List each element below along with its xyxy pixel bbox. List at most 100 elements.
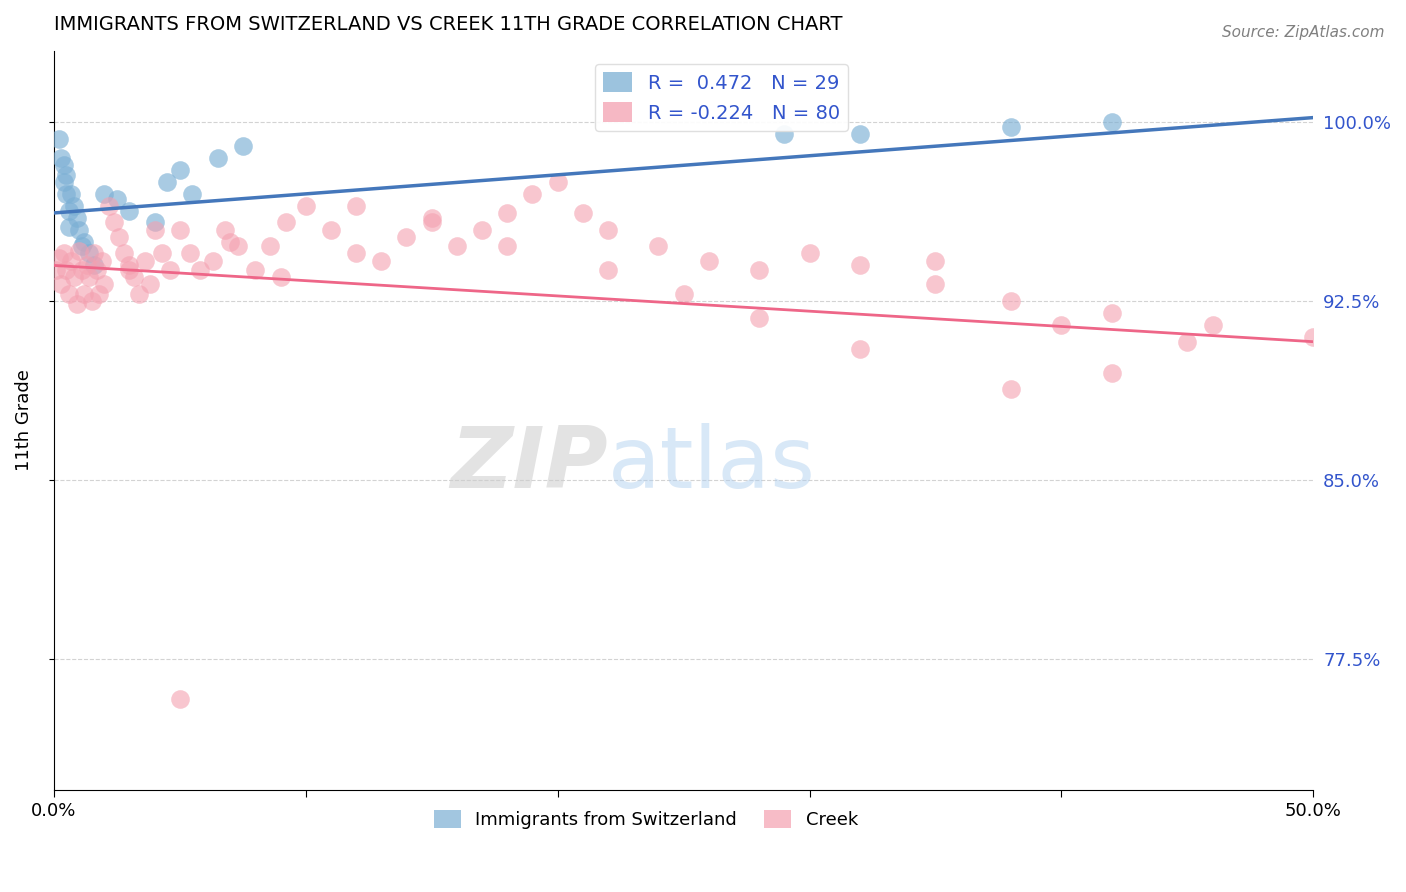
Point	[93, 277, 115, 292]
Point	[76, 259, 98, 273]
Point	[51, 277, 73, 292]
Text: atlas: atlas	[607, 423, 815, 507]
Point	[207, 151, 229, 165]
Point	[70, 239, 93, 253]
Point	[596, 263, 619, 277]
Point	[294, 199, 316, 213]
Point	[48, 132, 70, 146]
Point	[849, 128, 872, 142]
Point	[128, 287, 150, 301]
Point	[1302, 330, 1324, 344]
Point	[672, 287, 695, 301]
Point	[1201, 318, 1223, 332]
Point	[103, 215, 125, 229]
Point	[179, 246, 201, 260]
Point	[245, 263, 267, 277]
Point	[214, 222, 236, 236]
Point	[143, 215, 166, 229]
Point	[67, 222, 90, 236]
Point	[108, 229, 131, 244]
Point	[226, 239, 249, 253]
Point	[319, 222, 342, 236]
Text: ZIP: ZIP	[450, 423, 607, 507]
Point	[773, 128, 796, 142]
Point	[274, 215, 297, 229]
Point	[52, 246, 75, 260]
Point	[63, 199, 86, 213]
Point	[849, 259, 872, 273]
Point	[83, 259, 105, 273]
Point	[52, 158, 75, 172]
Point	[1175, 334, 1198, 349]
Point	[93, 186, 115, 201]
Point	[45, 263, 67, 277]
Point	[1000, 383, 1022, 397]
Point	[344, 199, 367, 213]
Point	[181, 186, 204, 201]
Point	[55, 186, 77, 201]
Point	[1101, 366, 1123, 380]
Point	[496, 206, 519, 220]
Point	[67, 244, 90, 259]
Point	[471, 222, 494, 236]
Point	[647, 239, 669, 253]
Point	[118, 203, 141, 218]
Point	[572, 206, 595, 220]
Point	[83, 246, 105, 260]
Point	[1050, 318, 1073, 332]
Point	[98, 199, 121, 213]
Point	[77, 246, 100, 260]
Point	[86, 263, 108, 277]
Point	[924, 277, 946, 292]
Point	[60, 186, 83, 201]
Point	[344, 246, 367, 260]
Point	[596, 222, 619, 236]
Point	[395, 229, 418, 244]
Point	[143, 222, 166, 236]
Point	[201, 253, 224, 268]
Point	[58, 203, 80, 218]
Text: Source: ZipAtlas.com: Source: ZipAtlas.com	[1222, 25, 1385, 40]
Point	[65, 211, 87, 225]
Point	[169, 692, 191, 706]
Point	[55, 263, 77, 277]
Point	[169, 163, 191, 178]
Point	[124, 270, 146, 285]
Point	[799, 246, 821, 260]
Point	[58, 220, 80, 235]
Point	[51, 151, 73, 165]
Point	[188, 263, 211, 277]
Text: IMMIGRANTS FROM SWITZERLAND VS CREEK 11TH GRADE CORRELATION CHART: IMMIGRANTS FROM SWITZERLAND VS CREEK 11T…	[53, 15, 842, 34]
Point	[134, 253, 156, 268]
Point	[1101, 306, 1123, 320]
Point	[748, 263, 770, 277]
Point	[58, 287, 80, 301]
Point	[496, 239, 519, 253]
Point	[105, 192, 128, 206]
Point	[118, 263, 141, 277]
Point	[522, 186, 544, 201]
Point	[112, 246, 135, 260]
Point	[547, 175, 569, 189]
Point	[1000, 294, 1022, 309]
Point	[420, 211, 443, 225]
Point	[169, 222, 191, 236]
Legend: Immigrants from Switzerland, Creek: Immigrants from Switzerland, Creek	[426, 803, 865, 837]
Point	[65, 296, 87, 310]
Point	[232, 139, 254, 153]
Point	[63, 270, 86, 285]
Point	[924, 253, 946, 268]
Point	[156, 175, 179, 189]
Point	[259, 239, 281, 253]
Point	[849, 342, 872, 356]
Point	[697, 253, 720, 268]
Point	[89, 287, 111, 301]
Point	[1101, 115, 1123, 129]
Point	[159, 263, 181, 277]
Point	[1000, 120, 1022, 135]
Point	[80, 294, 103, 309]
Point	[77, 270, 100, 285]
Y-axis label: 11th Grade: 11th Grade	[15, 369, 32, 471]
Point	[150, 246, 173, 260]
Point	[90, 253, 112, 268]
